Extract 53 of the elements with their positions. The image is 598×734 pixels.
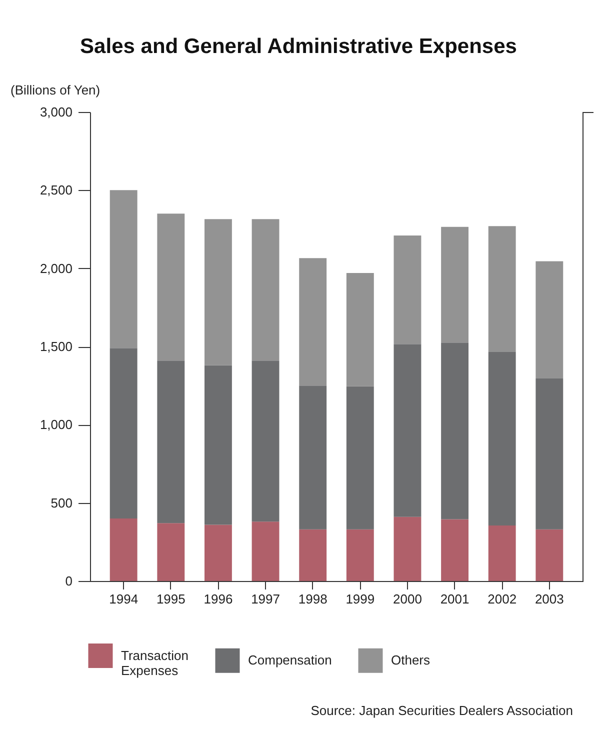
y-tick-label: 1,000 bbox=[40, 417, 72, 432]
x-tick-label: 2001 bbox=[440, 592, 470, 606]
bar bbox=[110, 348, 138, 518]
bar bbox=[157, 360, 185, 524]
bar bbox=[204, 219, 232, 366]
bar bbox=[299, 529, 327, 581]
bar bbox=[441, 519, 469, 581]
x-tick-label: 2002 bbox=[488, 592, 517, 606]
bar bbox=[346, 529, 374, 581]
bar bbox=[252, 522, 280, 581]
x-tick-label: 1997 bbox=[251, 592, 280, 606]
bar bbox=[394, 344, 422, 517]
x-tick-label: 1995 bbox=[156, 592, 186, 606]
y-tick-label: 2,500 bbox=[40, 182, 72, 198]
bar bbox=[441, 342, 469, 520]
x-tick-label: 1994 bbox=[109, 592, 138, 606]
x-tick-label: 1996 bbox=[204, 592, 233, 606]
bar bbox=[488, 352, 516, 526]
bar bbox=[536, 261, 564, 379]
legend-label: Compensation bbox=[248, 652, 332, 668]
x-tick-label: 2000 bbox=[393, 592, 422, 606]
bar bbox=[536, 529, 564, 581]
y-tick-label: 3,000 bbox=[40, 104, 72, 120]
x-tick-label: 1998 bbox=[298, 592, 328, 606]
bar bbox=[157, 523, 185, 581]
bar bbox=[252, 360, 280, 522]
y-axis-title: (Billions of Yen) bbox=[10, 82, 100, 98]
bar bbox=[299, 386, 327, 530]
bar bbox=[441, 226, 469, 343]
x-tick-label: 1999 bbox=[346, 592, 375, 606]
bar bbox=[252, 219, 280, 361]
legend-label: Others bbox=[391, 652, 431, 668]
x-tick-label: 2003 bbox=[534, 592, 564, 606]
bar bbox=[346, 386, 374, 530]
bar bbox=[157, 214, 185, 361]
bar bbox=[536, 378, 564, 530]
bar bbox=[394, 236, 422, 344]
bar bbox=[110, 518, 138, 581]
bar bbox=[488, 526, 516, 581]
bar bbox=[346, 273, 374, 386]
source-note: Source: Japan Securities Dealers Association bbox=[310, 703, 573, 718]
bar bbox=[394, 516, 422, 581]
bar bbox=[488, 226, 516, 352]
bar bbox=[110, 190, 138, 348]
bar bbox=[204, 365, 232, 525]
legend-label: Transaction Expenses bbox=[121, 648, 188, 678]
chart-title: Sales and General Administrative Expenses bbox=[80, 35, 517, 58]
y-tick-label: 500 bbox=[50, 495, 72, 510]
bar bbox=[299, 258, 327, 386]
y-tick-label: 1,500 bbox=[40, 339, 72, 354]
y-tick-label: 2,000 bbox=[40, 260, 72, 276]
bar bbox=[204, 524, 232, 581]
y-tick-label: 0 bbox=[65, 574, 72, 588]
